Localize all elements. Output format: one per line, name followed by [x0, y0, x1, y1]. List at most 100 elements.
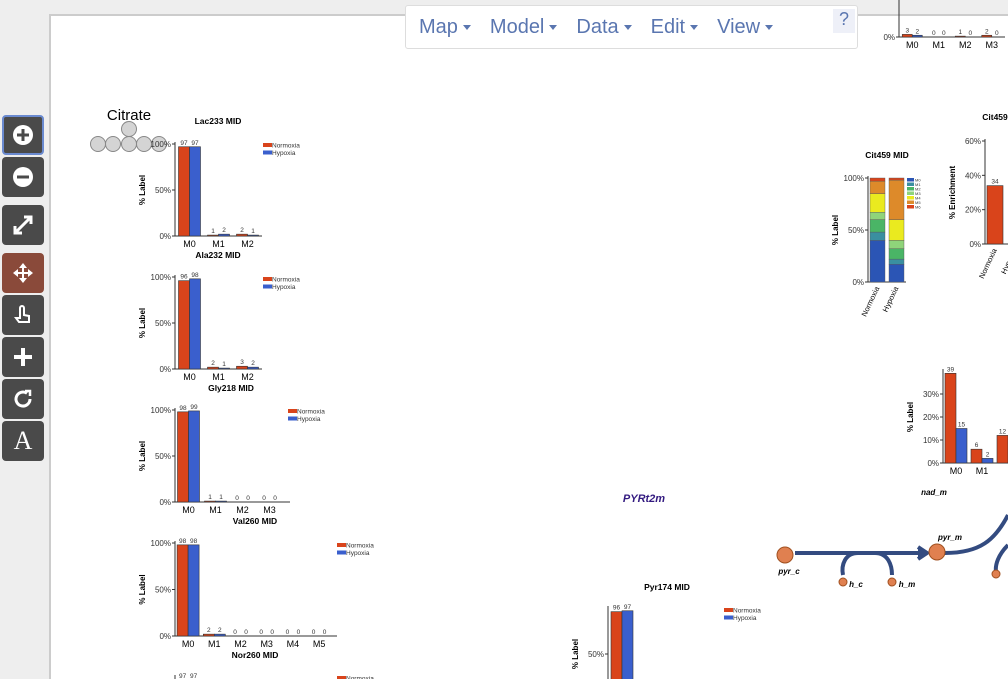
x-tick-label: M2 [241, 372, 254, 382]
add-tool[interactable] [2, 337, 44, 377]
legend-swatch [263, 150, 272, 155]
legend-label: M4 [915, 196, 921, 201]
bar [203, 633, 215, 637]
x-tick-label: M0 [906, 40, 919, 50]
legend-swatch [337, 550, 346, 555]
data-label: 1 [208, 494, 212, 501]
y-tick-label: 10% [923, 436, 939, 445]
data-label: 0 [312, 629, 316, 636]
menu-item[interactable]: Edit [651, 16, 698, 39]
node-label: h_c [849, 580, 863, 589]
x-tick-label: M2 [234, 639, 247, 649]
menu-item[interactable]: Data [576, 16, 631, 39]
data-label: 2 [915, 28, 919, 35]
select-tool[interactable] [2, 295, 44, 335]
bar [189, 278, 201, 370]
bar-segment [869, 180, 886, 194]
y-tick-label: 50% [155, 452, 171, 461]
x-tick-label: M2 [236, 505, 249, 515]
legend-label: Hypoxia [297, 416, 321, 423]
legend-label: Hypoxia [272, 150, 296, 157]
x-tick-label: M3 [985, 40, 998, 50]
bar [621, 610, 634, 679]
node-label: nad_m [921, 488, 947, 497]
bar [215, 500, 227, 503]
metabolite-nodes[interactable] [776, 543, 1001, 587]
data-label: 97 [190, 673, 198, 679]
y-tick-label: 100% [151, 140, 171, 149]
data-label: 0 [270, 629, 274, 636]
data-label: 0 [233, 629, 237, 636]
legend-label: M5 [915, 200, 921, 205]
zoom-out[interactable] [2, 157, 44, 197]
legend-swatch [263, 143, 272, 147]
toolbar: A [2, 115, 44, 463]
zoom-fit[interactable] [2, 205, 44, 245]
chart: Nor260 MIDM09797NormoxiaHypoxia [174, 650, 374, 679]
data-label: 0 [995, 30, 999, 37]
legend-label: Hypoxia [346, 550, 370, 557]
y-tick-label: 30% [923, 390, 939, 399]
pan-tool[interactable] [2, 253, 44, 293]
y-tick-label: 0% [159, 632, 171, 641]
bar [610, 611, 623, 679]
chart-title: Val260 MID [233, 516, 277, 526]
x-tick-label: M1 [209, 505, 222, 515]
x-tick-label: M2 [241, 239, 254, 249]
y-axis-label: % Label [571, 639, 580, 669]
node-label: pyr_c [777, 567, 800, 576]
data-label: 0 [262, 495, 266, 502]
bar [187, 544, 200, 637]
data-label: 98 [191, 272, 199, 279]
help-button[interactable]: ? [833, 9, 855, 33]
reaction-label[interactable]: PYRt2m [623, 493, 665, 505]
rotate-tool[interactable] [2, 379, 44, 419]
bar-segment [869, 219, 886, 233]
bar [954, 35, 966, 38]
legend-label: Normoxia [346, 676, 374, 679]
legend-label: Normoxia [297, 409, 325, 416]
y-tick-label: 50% [848, 226, 864, 235]
zoom-in[interactable] [2, 115, 44, 155]
data-label: 97 [191, 140, 199, 147]
data-label: 96 [180, 274, 188, 281]
data-label: 1 [219, 494, 223, 501]
bar [247, 234, 259, 237]
y-tick-label: 0% [927, 459, 939, 468]
y-tick-label: 0% [969, 240, 981, 249]
data-label: 39 [947, 366, 955, 373]
data-label: 97 [624, 604, 632, 611]
data-label: 98 [179, 538, 187, 545]
chart: % Label 0% 10% 20% 30% M0 39 15 M1 62 12 [906, 366, 1008, 476]
x-tick-label: M1 [212, 239, 225, 249]
legend-swatch [907, 191, 914, 195]
data-label: 97 [179, 673, 187, 679]
menu-item[interactable]: View [717, 16, 773, 39]
bar [178, 146, 190, 237]
menu-item[interactable]: Model [490, 16, 557, 39]
bar [981, 458, 994, 464]
y-tick-label: 50% [155, 586, 171, 595]
text-tool[interactable]: A [2, 421, 44, 461]
chart-title: Nor260 MID [232, 650, 279, 660]
legend-swatch [288, 409, 297, 413]
menu-item[interactable]: Map [419, 16, 471, 39]
x-tick-label: M0 [182, 639, 195, 649]
bar-segment [888, 219, 905, 241]
legend-swatch [263, 284, 272, 289]
chart-title: Lac233 MID [195, 116, 242, 126]
legend-label: Normoxia [272, 143, 300, 150]
y-axis-label: % Enrichment [948, 165, 957, 219]
legend-swatch [263, 277, 272, 281]
data-label: 99 [190, 404, 198, 411]
data-label: 97 [180, 140, 188, 147]
legend-swatch [288, 416, 297, 421]
bar [188, 410, 200, 503]
bar-segment [869, 193, 886, 213]
x-tick-label: M0 [183, 239, 196, 249]
x-tick-label: M3 [260, 639, 273, 649]
